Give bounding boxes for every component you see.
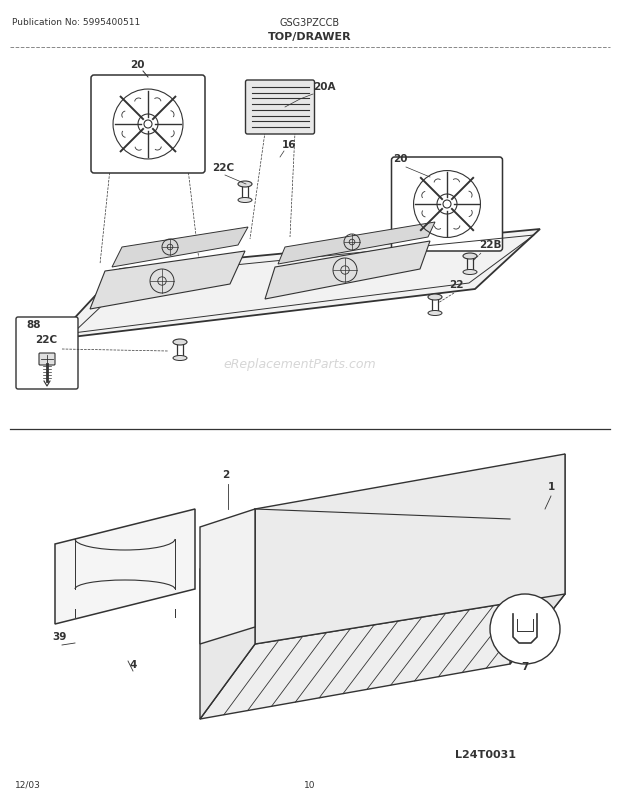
Text: 20: 20 [130,60,144,70]
FancyBboxPatch shape [39,354,55,366]
Ellipse shape [238,198,252,203]
Text: 20A: 20A [313,82,335,92]
Text: 1: 1 [548,481,556,492]
Ellipse shape [238,182,252,188]
Text: 10: 10 [304,780,316,789]
Circle shape [144,121,152,129]
Polygon shape [265,241,430,300]
Text: eReplacementParts.com: eReplacementParts.com [224,358,376,371]
Circle shape [490,594,560,664]
Polygon shape [200,509,255,719]
Text: 2: 2 [222,469,229,480]
Text: 7: 7 [521,661,528,671]
Polygon shape [200,594,565,719]
FancyBboxPatch shape [246,81,314,135]
Ellipse shape [173,356,187,361]
Text: 16: 16 [282,140,296,150]
Text: L24T0031: L24T0031 [455,749,516,759]
Text: 22: 22 [449,280,464,290]
Text: 22B: 22B [479,240,502,249]
Text: 22C: 22C [35,334,57,345]
Ellipse shape [463,253,477,260]
Polygon shape [200,509,255,644]
Circle shape [443,200,451,209]
Text: 39: 39 [52,631,66,642]
Text: 20: 20 [393,154,407,164]
Polygon shape [278,223,435,265]
Polygon shape [90,252,245,310]
Ellipse shape [463,270,477,275]
Ellipse shape [428,294,442,301]
FancyBboxPatch shape [16,318,78,390]
Text: 4: 4 [130,659,138,669]
FancyBboxPatch shape [91,76,205,174]
Polygon shape [55,229,540,339]
Polygon shape [55,509,195,624]
Polygon shape [112,228,248,268]
Text: Publication No: 5995400511: Publication No: 5995400511 [12,18,140,27]
Text: 12/03: 12/03 [15,780,41,789]
Ellipse shape [173,339,187,346]
FancyBboxPatch shape [391,158,502,252]
Polygon shape [510,455,565,664]
Text: 22C: 22C [212,163,234,172]
Text: TOP/DRAWER: TOP/DRAWER [268,32,352,42]
Ellipse shape [428,311,442,316]
Text: GSG3PZCCB: GSG3PZCCB [280,18,340,28]
Text: 88: 88 [26,320,40,330]
Polygon shape [255,455,565,644]
